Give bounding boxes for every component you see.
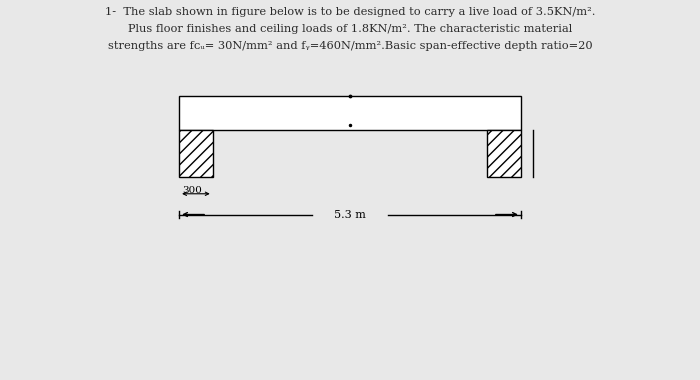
Bar xyxy=(179,96,521,130)
Text: strengths are fᴄᵤ= 30N/mm² and fᵧ=460N/mm².Basic span-effective depth ratio=20: strengths are fᴄᵤ= 30N/mm² and fᵧ=460N/m… xyxy=(108,41,592,51)
Bar xyxy=(487,130,521,177)
Text: Plus floor finishes and ceiling loads of 1.8KN/m². The characteristic material: Plus floor finishes and ceiling loads of… xyxy=(128,24,572,34)
Bar xyxy=(179,130,213,177)
Text: 300: 300 xyxy=(182,186,202,195)
Text: 5.3 m: 5.3 m xyxy=(334,209,366,220)
Text: 1-  The slab shown in figure below is to be designed to carry a live load of 3.5: 1- The slab shown in figure below is to … xyxy=(105,7,595,17)
